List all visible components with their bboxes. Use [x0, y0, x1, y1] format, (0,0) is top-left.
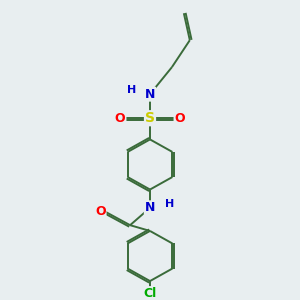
Text: H: H	[128, 85, 137, 95]
Text: N: N	[145, 88, 155, 100]
Text: H: H	[165, 199, 175, 209]
Text: S: S	[145, 111, 155, 125]
Text: O: O	[115, 112, 125, 125]
Text: O: O	[95, 205, 106, 218]
Text: N: N	[145, 201, 155, 214]
Text: O: O	[175, 112, 185, 125]
Text: Cl: Cl	[143, 287, 157, 300]
